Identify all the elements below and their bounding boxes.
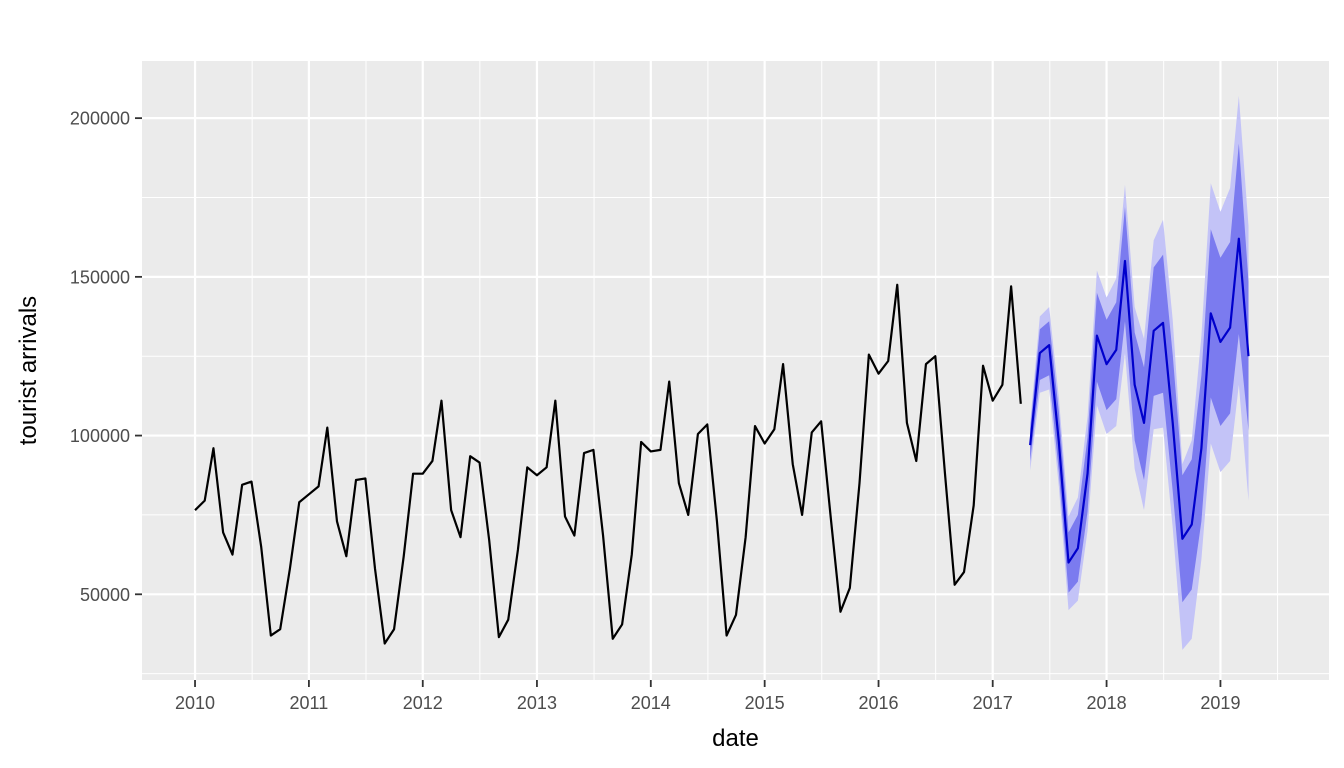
x-tick-label: 2018 <box>1087 693 1127 713</box>
x-tick-label: 2010 <box>175 693 215 713</box>
y-tick-label: 100000 <box>70 426 130 446</box>
y-axis: 50000 100000 150000 200000 <box>70 109 142 605</box>
y-tick-label: 200000 <box>70 109 130 129</box>
x-tick-label: 2013 <box>517 693 557 713</box>
x-tick-label: 2017 <box>973 693 1013 713</box>
forecast-mean-line <box>1029 237 1250 564</box>
x-tick-label: 2014 <box>631 693 671 713</box>
y-axis-title: tourist arrivals <box>15 296 42 445</box>
x-tick-label: 2011 <box>290 693 329 713</box>
x-axis-title: date <box>712 725 759 752</box>
y-tick-label: 150000 <box>70 267 130 287</box>
x-tick-label: 2015 <box>745 693 785 713</box>
observed-series-line <box>194 283 1022 645</box>
x-tick-label: 2012 <box>403 693 443 713</box>
x-tick-label: 2019 <box>1200 693 1240 713</box>
x-tick-label: 2016 <box>859 693 899 713</box>
y-tick-label: 50000 <box>80 585 130 605</box>
x-axis: 2010 2011 2012 2013 2014 2015 2016 2017 2018 2019 <box>175 680 1240 713</box>
